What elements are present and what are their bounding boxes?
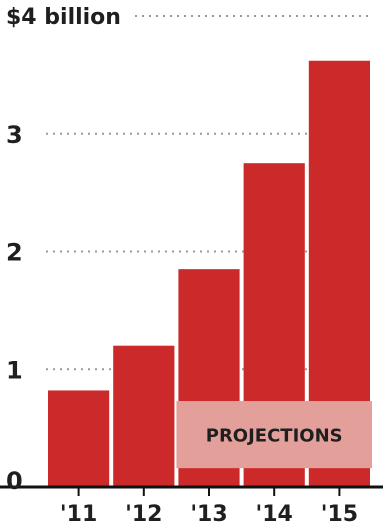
x-tick-label-1: '12 [125, 502, 162, 527]
x-tick-label-2: '13 [190, 502, 227, 527]
bar-1 [113, 345, 175, 487]
y-tick-label-0: 0 [6, 467, 23, 495]
projection-label: PROJECTIONS [206, 426, 343, 447]
x-tick-label-0: '11 [60, 502, 97, 527]
y-tick-label-2: 2 [6, 239, 23, 267]
x-tick-label-4: '15 [321, 502, 358, 527]
projection-band [176, 401, 372, 469]
y-tick-label-1: 1 [6, 356, 23, 384]
y-tick-label-3: 3 [6, 121, 23, 149]
bar-0 [48, 390, 110, 487]
y-tick-label-4: $4 billion [6, 5, 121, 30]
x-tick-label-3: '14 [256, 502, 293, 527]
